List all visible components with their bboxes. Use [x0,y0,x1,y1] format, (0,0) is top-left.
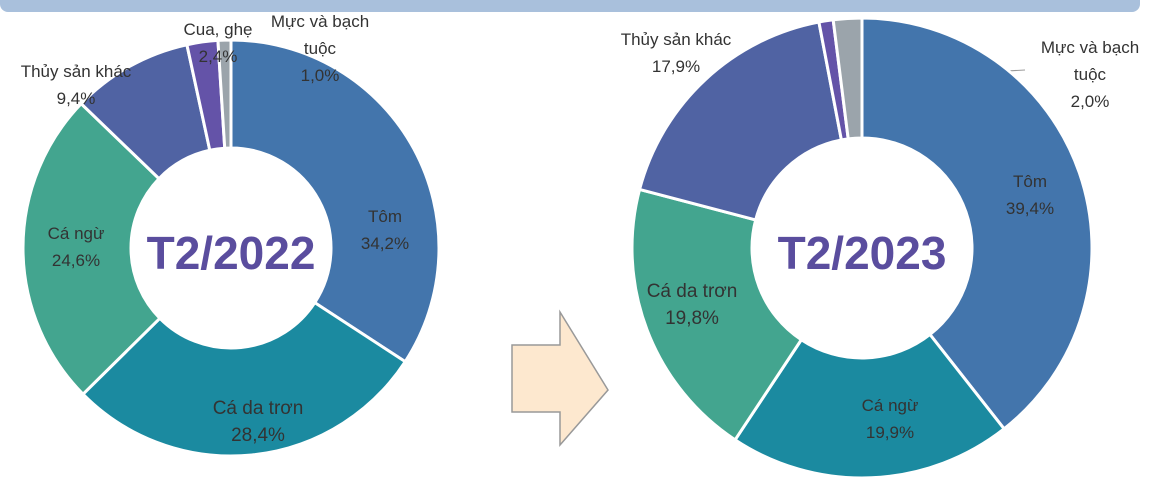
value-label: 17,9% [651,57,701,76]
value-label: 28,4% [231,425,285,446]
slice [637,20,844,222]
slice-label: Mực và bạch tuộc 1,0% [265,8,375,89]
slice [733,332,1007,479]
category-label: Cá da trơn [646,281,738,302]
header-band [0,0,1140,12]
slice-label: Cá ngừ 24,6% [36,220,116,274]
slice [831,16,864,141]
value-label: 19,8% [665,308,719,329]
category-label: Cá da trơn [212,398,304,419]
slice [229,38,441,364]
slice [860,16,1094,431]
slice [216,38,233,150]
slice-label: Tôm 34,2% [355,203,415,257]
category-label: Tôm [368,207,402,226]
slice [630,187,804,442]
value-label: 34,2% [360,234,410,253]
category-label: Thủy sản khác [620,30,732,49]
category-label: Tôm [1013,172,1047,191]
value-label: 24,6% [51,251,101,270]
value-label: 1,0% [300,66,340,85]
slice-label: Cá da trơn 19,8% [632,278,752,332]
category-label: Mực và bạch tuộc [1040,38,1140,84]
slice-label: Thủy sản khác 9,4% [6,58,146,112]
slice-label: Cá ngừ 19,9% [850,392,930,446]
category-label: Cá ngừ [861,396,919,415]
slice-label: Tôm 39,4% [1000,168,1060,222]
center-title: T2/2022 [146,227,316,279]
slice [80,300,408,458]
value-label: 19,9% [865,423,915,442]
value-label: 2,0% [1070,92,1110,111]
slice-label: Mực và bạch tuộc 2,0% [1035,34,1145,115]
slice [21,101,162,397]
slice-label: Thủy sản khác 17,9% [606,26,746,80]
arrow [511,309,609,447]
value-label: 9,4% [56,89,96,108]
slice-label: Cá da trơn 28,4% [198,395,318,449]
slice-label: Cua, ghẹ 2,4% [178,16,258,70]
center-title: T2/2023 [777,227,947,279]
value-label: 2,4% [198,47,238,66]
category-label: Mực và bạch tuộc [270,12,370,58]
category-label: Thủy sản khác [20,62,132,81]
value-label: 39,4% [1005,199,1055,218]
category-label: Cua, ghẹ [183,20,253,39]
category-label: Cá ngừ [47,224,105,243]
